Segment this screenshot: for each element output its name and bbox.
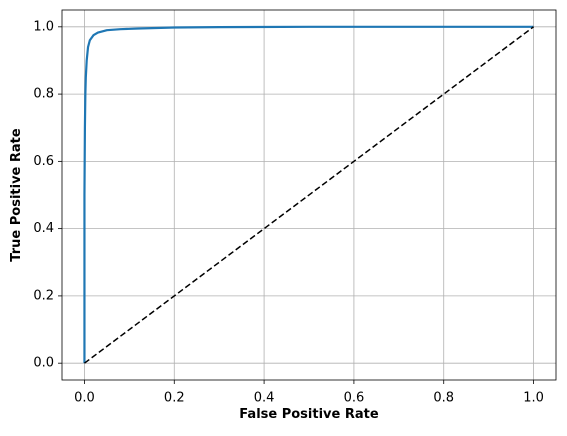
x-tick-label: 0.0 xyxy=(74,391,95,406)
x-tick-label: 0.2 xyxy=(164,391,185,406)
x-tick-label: 0.8 xyxy=(433,391,454,406)
axes-frame xyxy=(61,9,557,381)
grid xyxy=(62,10,556,380)
roc-curve xyxy=(83,25,534,364)
x-axis-label: False Positive Rate xyxy=(239,407,379,422)
x-tick-label: 1.0 xyxy=(523,391,544,406)
x-tick-label: 0.4 xyxy=(254,391,275,406)
y-tick-label: 0.2 xyxy=(33,288,54,303)
x-tick-label: 0.6 xyxy=(344,391,365,406)
y-axis-label: True Positive Rate xyxy=(9,128,24,262)
plot-area xyxy=(83,25,534,364)
y-tick-label: 0.0 xyxy=(33,356,54,371)
y-tick-label: 0.4 xyxy=(33,221,54,236)
y-tick-label: 0.8 xyxy=(33,87,54,102)
y-tick-label: 1.0 xyxy=(33,19,54,34)
y-tick-label: 0.6 xyxy=(33,154,54,169)
reference-line xyxy=(84,26,534,364)
